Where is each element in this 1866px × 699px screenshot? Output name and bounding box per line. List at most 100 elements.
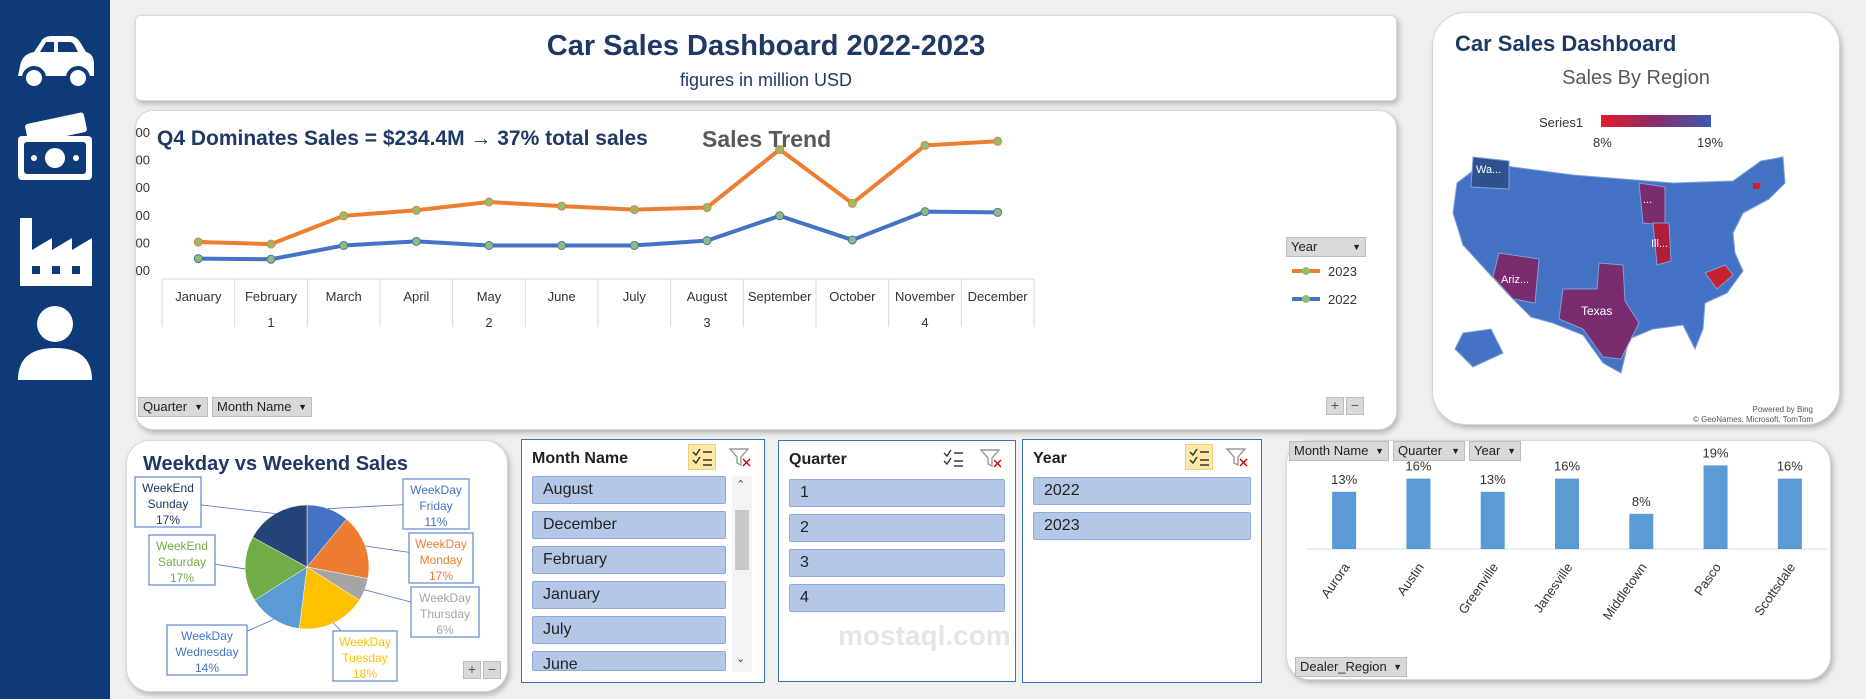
watermark: mostaql.com — [838, 620, 1011, 651]
map-label-washington: Wa... — [1476, 164, 1501, 176]
clear-filter-icon[interactable] — [728, 446, 752, 468]
dealer-region-field-button[interactable]: Dealer_Region ▼ — [1295, 657, 1407, 677]
pie-expand-button[interactable]: + — [463, 661, 481, 679]
dealer-region-panel[interactable]: Month Name ▼ Quarter ▼ Year ▼ 13% Aurora 16% A… — [1286, 440, 1831, 680]
x-tick-label: March — [326, 289, 362, 304]
month-name-field-button[interactable]: Month Name ▼ — [212, 397, 312, 417]
dropdown-arrow-icon: ▼ — [1375, 446, 1384, 456]
legend-label-2023: 2023 — [1328, 264, 1357, 279]
quarter-field-button[interactable]: Quarter ▼ — [138, 397, 208, 417]
us-map[interactable]: Wa... ... Ill... Ariz... Texas — [1443, 153, 1823, 403]
quarter-label: 4 — [921, 315, 928, 330]
quarter-slicer[interactable]: Quarter 1 2 3 4 — [778, 440, 1016, 682]
quarter-item-1[interactable]: 1 — [789, 479, 1005, 507]
weekday-weekend-panel[interactable]: Weekday vs Weekend Sales WeekDay Friday 11… — [126, 440, 508, 692]
pie-collapse-button[interactable]: − — [483, 661, 501, 679]
data-point-2023 — [920, 140, 930, 150]
series-line-2023 — [198, 139, 998, 247]
data-point-2023 — [193, 237, 203, 247]
quarter-item-3[interactable]: 3 — [789, 549, 1005, 577]
dealer-region-bar-chart[interactable]: 13% Aurora 16% Austin 13% Greenville 16% Janesv… — [1287, 441, 1832, 651]
bar-month-filter-label: Month Name — [1294, 443, 1369, 458]
pie-label-text: WeekDay — [181, 629, 233, 643]
month-item-february[interactable]: February — [532, 546, 726, 574]
bar-value-label: 16% — [1777, 459, 1803, 474]
bar-year-filter[interactable]: Year ▼ — [1469, 441, 1521, 461]
bar-category-label: Aurora — [1318, 559, 1353, 600]
multi-select-icon[interactable] — [688, 444, 716, 470]
data-point-2023 — [411, 205, 421, 215]
sales-trend-panel[interactable]: Q4 Dominates Sales = $234.4M → 37% total… — [135, 110, 1397, 430]
factory-icon[interactable] — [12, 214, 98, 286]
scroll-up-icon[interactable]: ⌃ — [736, 479, 746, 491]
quarter-item-2[interactable]: 2 — [789, 514, 1005, 542]
bar-category-label: Pasco — [1691, 560, 1724, 598]
month-item-december[interactable]: December — [532, 511, 726, 539]
map-subtitle: Sales By Region — [1562, 67, 1710, 89]
region-map-panel[interactable]: Car Sales Dashboard Sales By Region Seri… — [1432, 12, 1840, 425]
month-item-june[interactable]: June — [532, 651, 726, 671]
bar-category-label: Greenville — [1455, 560, 1501, 617]
user-icon[interactable] — [12, 304, 98, 380]
year-item-2023[interactable]: 2023 — [1033, 512, 1251, 540]
bar — [1555, 478, 1579, 549]
year-item-2022[interactable]: 2022 — [1033, 477, 1251, 505]
trend-insight: Q4 Dominates Sales = $234.4M → 37% total… — [157, 127, 648, 150]
bar-month-filter[interactable]: Month Name ▼ — [1289, 441, 1389, 461]
pie-title: Weekday vs Weekend Sales — [143, 453, 408, 475]
scroll-thumb[interactable] — [735, 510, 749, 570]
bar-quarter-filter[interactable]: Quarter ▼ — [1393, 441, 1465, 461]
pie-label-text: 17% — [156, 513, 180, 527]
car-icon[interactable] — [12, 26, 98, 98]
map-title: Car Sales Dashboard — [1455, 31, 1677, 56]
bar — [1629, 513, 1654, 549]
y-tick-label: $40.00 — [136, 208, 150, 223]
quarter-slicer-title: Quarter — [789, 451, 847, 468]
multi-select-icon[interactable] — [941, 447, 965, 469]
map-legend-max: 19% — [1697, 135, 1724, 150]
map-label-wisconsin: ... — [1643, 194, 1652, 206]
dashboard-subtitle: figures in million USD — [679, 70, 853, 90]
pie-label-text: WeekEnd — [142, 481, 194, 495]
sales-trend-chart[interactable]: $0.00 $20.00 $40.00 $60.00 $80.00 $100.00 Janu… — [136, 111, 1398, 431]
legend-label-2022: 2022 — [1328, 292, 1357, 307]
x-tick-label: February — [245, 289, 298, 304]
year-legend-filter[interactable]: Year ▼ — [1286, 237, 1366, 257]
month-item-august[interactable]: August — [532, 476, 726, 504]
month-slicer-scrollbar[interactable]: ⌃ ⌄ — [732, 476, 752, 672]
multi-select-icon[interactable] — [1185, 444, 1213, 470]
bar — [1406, 478, 1431, 549]
pie-label-box — [148, 534, 216, 586]
month-name-slicer[interactable]: Month Name August December February Janu… — [521, 439, 765, 683]
pie-label-text: Friday — [419, 499, 452, 513]
dashboard-title: Car Sales Dashboard 2022-2023 — [546, 30, 986, 62]
x-tick-label: November — [895, 289, 956, 304]
dropdown-arrow-icon: ▼ — [1451, 446, 1460, 456]
bar-value-label: 19% — [1703, 445, 1729, 460]
bar-year-filter-label: Year — [1474, 443, 1501, 458]
expand-button[interactable]: + — [1326, 397, 1344, 415]
y-tick-label: $100.00 — [136, 125, 150, 140]
quarter-item-4[interactable]: 4 — [789, 584, 1005, 612]
pie-label-text: 17% — [429, 569, 453, 583]
dropdown-arrow-icon: ▼ — [1352, 242, 1361, 252]
map-label-illinois: Ill... — [1651, 238, 1668, 250]
money-icon[interactable] — [12, 112, 98, 184]
bar-value-label: 13% — [1331, 472, 1357, 487]
data-point-2023 — [266, 239, 276, 249]
clear-filter-icon[interactable] — [979, 447, 1003, 469]
month-item-july[interactable]: July — [532, 616, 726, 644]
scroll-down-icon[interactable]: ⌄ — [736, 653, 746, 665]
year-slicer[interactable]: Year 2022 2023 — [1022, 439, 1262, 683]
bar — [1480, 491, 1505, 549]
collapse-button[interactable]: − — [1346, 397, 1364, 415]
weekday-pie-chart[interactable]: WeekDay Friday 11% WeekDay Monday 17% WeekDay T… — [127, 441, 509, 693]
month-item-january[interactable]: January — [532, 581, 726, 609]
pie-label-text: 18% — [353, 667, 377, 681]
data-point-2022 — [920, 207, 930, 217]
pie-label-text: WeekDay — [419, 591, 471, 605]
clear-filter-icon[interactable] — [1225, 446, 1249, 468]
bar-value-label: 8% — [1632, 494, 1651, 509]
pie-label-box — [166, 624, 248, 676]
data-point-2022 — [775, 211, 785, 221]
